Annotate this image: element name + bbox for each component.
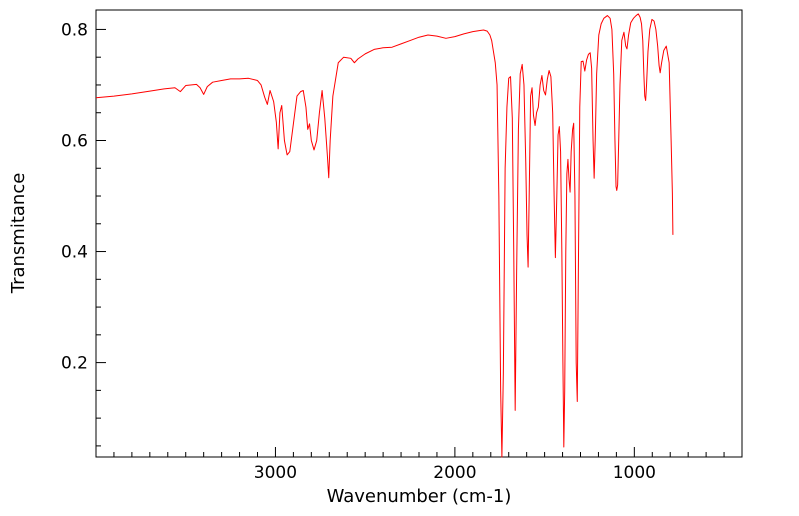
spectrum-line — [95, 13, 674, 458]
x-tick-label: 1000 — [613, 463, 656, 483]
x-tick-label: 3000 — [254, 463, 297, 483]
y-tick-label: 0.4 — [61, 243, 88, 263]
y-tick-label: 0.8 — [61, 20, 88, 40]
plot-frame — [95, 9, 743, 458]
y-tick-label: 0.2 — [61, 354, 88, 374]
x-axis-title: Wavenumber (cm-1) — [327, 486, 512, 507]
axis-ticks: 3000 2000 1000 0.2 0.4 0.6 0.8 — [61, 20, 743, 483]
y-axis-title: Transmitance — [8, 173, 29, 295]
y-tick-label: 0.6 — [61, 131, 88, 151]
x-tick-label: 2000 — [433, 463, 476, 483]
